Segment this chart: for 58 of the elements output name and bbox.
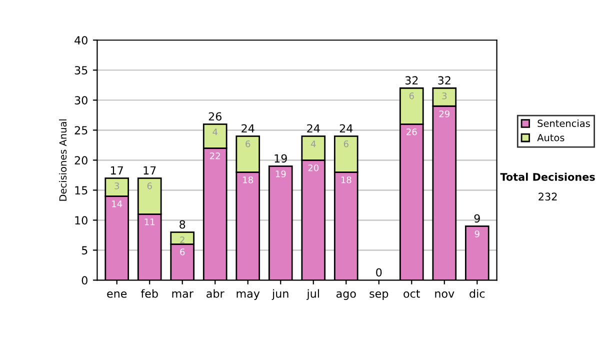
data-label: 11 xyxy=(144,218,155,226)
total-label: 0 xyxy=(376,268,382,277)
x-tick-label: may xyxy=(236,291,260,300)
x-tick-label: jul xyxy=(306,289,319,300)
data-label: 19 xyxy=(276,170,286,178)
y-axis-title: Decisiones Anual xyxy=(59,119,67,201)
y-tick-label: 5 xyxy=(82,246,88,255)
x-tick-label: ago xyxy=(336,291,356,300)
data-label: 4 xyxy=(212,128,218,136)
y-tick-label: 40 xyxy=(74,36,88,44)
total-label: 24 xyxy=(242,124,254,132)
data-label: 6 xyxy=(246,140,250,148)
data-label: 22 xyxy=(210,152,220,160)
total-label: 17 xyxy=(144,166,156,174)
x-tick-label: abr xyxy=(206,289,224,298)
y-tick-label: 20 xyxy=(74,156,88,165)
x-tick-label: nov xyxy=(435,291,454,298)
text: 232 xyxy=(538,192,557,201)
y-tick-label: 10 xyxy=(75,216,88,225)
data-label: 4 xyxy=(310,140,316,148)
data-label: 9 xyxy=(474,230,480,238)
total-label: 32 xyxy=(438,76,450,85)
x-tick-label: dic xyxy=(470,289,485,298)
total-label: 17 xyxy=(111,166,123,174)
data-label: 3 xyxy=(442,92,447,100)
data-label: 3 xyxy=(114,182,119,190)
legend-label: Autos xyxy=(537,134,564,142)
x-tick-label: ene xyxy=(107,291,127,298)
y-tick-label: 0 xyxy=(82,276,88,285)
data-label: 26 xyxy=(406,128,417,136)
data-label: 20 xyxy=(308,164,319,172)
total-label: 32 xyxy=(405,76,418,85)
text: Total Decisiones xyxy=(500,172,595,181)
total-label: 24 xyxy=(307,124,320,132)
y-tick-label: 15 xyxy=(75,186,88,195)
data-label: 6 xyxy=(180,248,185,256)
x-tick-label: mar xyxy=(172,291,194,298)
y-tick-label: 35 xyxy=(74,66,88,75)
total-label: 24 xyxy=(340,124,353,132)
total-label: 9 xyxy=(474,214,480,223)
data-label: 18 xyxy=(243,176,253,184)
y-tick-label: 25 xyxy=(74,126,88,135)
x-tick-label: jun xyxy=(272,289,288,300)
data-label: 6 xyxy=(409,92,414,100)
total-label: 26 xyxy=(208,112,222,121)
data-label: 2 xyxy=(180,236,184,244)
data-label: 14 xyxy=(112,200,122,208)
data-label: 6 xyxy=(344,140,348,148)
x-tick-label: feb xyxy=(140,289,158,298)
total-label: 19 xyxy=(274,154,287,163)
x-tick-label: sep xyxy=(370,291,388,300)
data-label: 6 xyxy=(147,182,152,190)
total-label: 8 xyxy=(180,220,186,229)
data-label: 18 xyxy=(341,176,352,184)
y-tick-label: 30 xyxy=(74,96,88,105)
legend-label: Sentencias xyxy=(538,119,590,128)
x-tick-label: oct xyxy=(404,290,420,298)
data-label: 29 xyxy=(439,110,450,118)
